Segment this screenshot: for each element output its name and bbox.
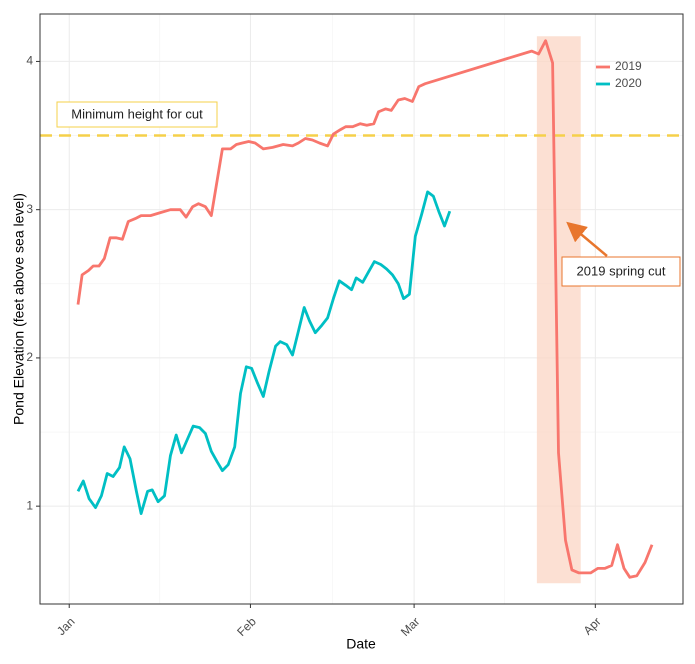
x-tick-label: Apr bbox=[581, 614, 604, 637]
highlight-band bbox=[536, 36, 581, 584]
legend-label: 2020 bbox=[615, 76, 642, 90]
legend-label: 2019 bbox=[615, 59, 642, 73]
y-tick-label: 3 bbox=[26, 202, 33, 216]
plot-frame bbox=[39, 13, 684, 605]
y-axis-title: Pond Elevation (feet above sea level) bbox=[11, 193, 27, 425]
x-tick-label: Mar bbox=[398, 614, 423, 639]
annotation-label: Minimum height for cut bbox=[71, 106, 203, 121]
y-tick-label: 4 bbox=[26, 54, 33, 68]
series-line bbox=[76, 39, 654, 579]
x-tick-label: Feb bbox=[234, 614, 259, 639]
y-tick-label: 2 bbox=[26, 350, 33, 364]
x-axis-title: Date bbox=[346, 636, 376, 652]
annotation-box bbox=[56, 101, 218, 128]
series-line bbox=[76, 190, 452, 515]
annotation-box bbox=[561, 256, 681, 287]
y-tick-label: 1 bbox=[26, 498, 33, 512]
annotation-label: 2019 spring cut bbox=[577, 263, 666, 278]
x-tick-label: Jan bbox=[54, 614, 78, 638]
annotation-arrow bbox=[566, 221, 608, 257]
